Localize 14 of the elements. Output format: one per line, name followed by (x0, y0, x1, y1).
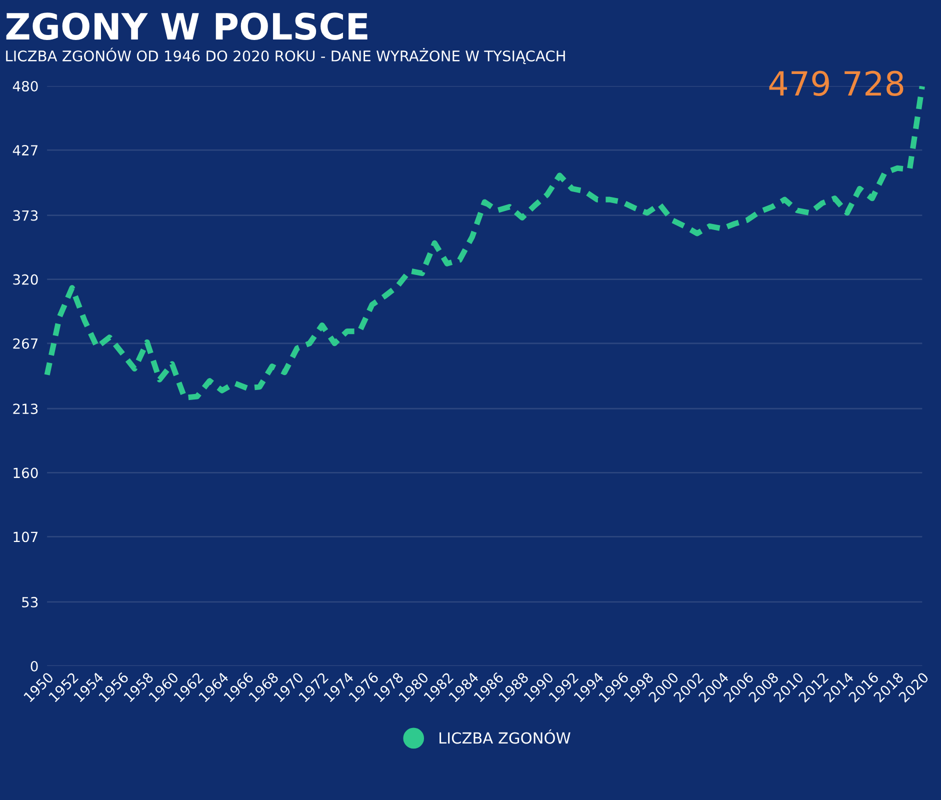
y-tick-label: 267 (13, 338, 38, 349)
y-tick-label: 107 (14, 532, 38, 542)
y-tick-label: 53 (22, 596, 38, 608)
annotation: 479 728 (769, 70, 904, 96)
chart-title: ZGONY W POLSCE (6, 12, 368, 40)
y-tick-label: 427 (12, 145, 38, 156)
y-tick-label: 480 (12, 80, 38, 92)
legend-label: LICZBA ZGONÓW (440, 729, 570, 744)
chart-subtitle: LICZBA ZGONÓW OD 1946 DO 2020 ROKU - DANE WYRAŻONE W TYSIĄCACH (6, 48, 565, 64)
y-tick-label: 213 (13, 404, 38, 414)
y-tick-label: 160 (14, 468, 38, 478)
y-tick-label: 373 (13, 210, 38, 221)
y-tick-label: 320 (13, 274, 38, 285)
y-tick-label: 0 (30, 660, 38, 672)
